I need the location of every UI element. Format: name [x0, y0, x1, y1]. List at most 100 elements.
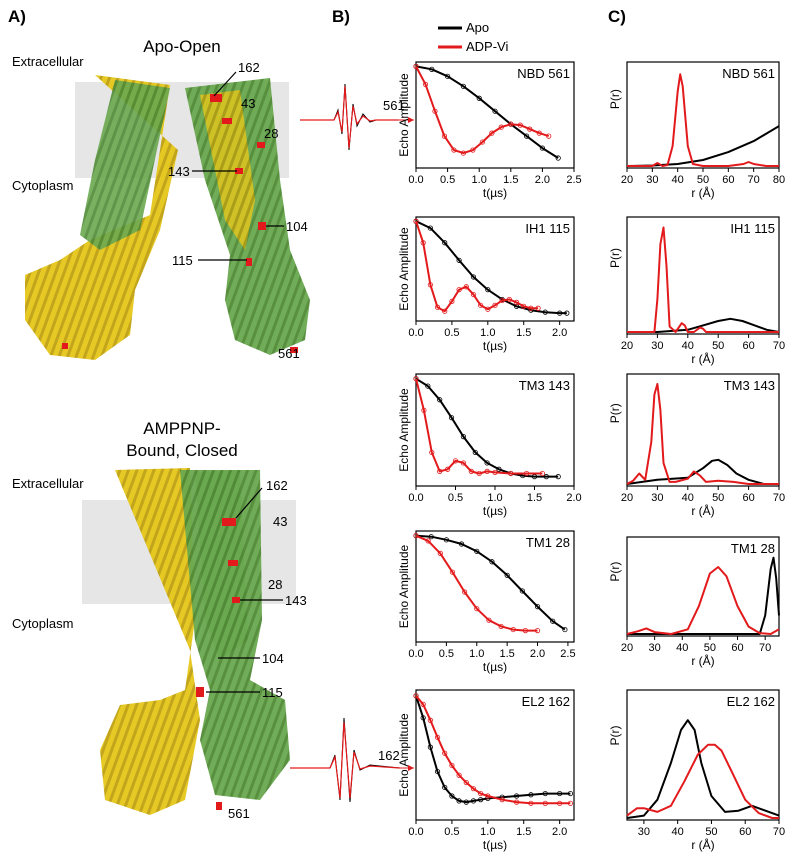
x-axis-label: r (Å)	[691, 351, 714, 366]
data-point	[476, 95, 482, 101]
data-point	[498, 623, 504, 630]
series-line-apo	[627, 317, 780, 333]
plot-frame	[415, 689, 575, 821]
x-tick-label: 1.0	[472, 174, 487, 186]
data-point	[555, 155, 561, 161]
x-tick-label: 0.5	[444, 327, 459, 339]
data-point	[413, 218, 419, 224]
panel-label-b: B)	[332, 7, 350, 26]
x-tick-label: 40	[672, 174, 684, 186]
cw-spectrum-162: 162	[290, 717, 414, 803]
plot-frame	[415, 61, 575, 169]
y-axis-label: Echo Amplitude	[397, 388, 411, 472]
data-point	[420, 701, 426, 707]
data-point	[513, 303, 520, 309]
apo-residue-43: 43	[241, 96, 255, 111]
series-line-apo	[626, 125, 780, 167]
data-point	[434, 734, 441, 740]
data-point	[437, 397, 443, 403]
panel-title: NBD 561	[517, 66, 570, 81]
data-point	[427, 225, 433, 231]
panel-title: TM1 28	[526, 535, 570, 550]
x-tick-label: 1.5	[500, 648, 515, 660]
data-point	[441, 133, 448, 139]
data-point	[508, 121, 514, 127]
x-tick-label: 60	[731, 642, 743, 654]
series-line-apo	[415, 65, 559, 159]
data-point	[564, 310, 570, 316]
x-tick-label: 1.5	[516, 826, 531, 838]
data-point	[427, 744, 433, 750]
plot-frame	[626, 689, 780, 821]
panel-title: IH1 115	[730, 221, 775, 236]
apo-cytoplasm-label: Cytoplasm	[12, 178, 73, 193]
x-tick-label: 60	[739, 826, 751, 838]
x-axis-label: r (Å)	[691, 503, 714, 518]
apo-residue-28: 28	[264, 126, 278, 141]
series-line-adpvi	[415, 220, 539, 313]
amppnp-extracellular-label: Extracellular	[12, 476, 84, 491]
x-tick-label: 50	[697, 174, 709, 186]
data-point	[463, 779, 469, 786]
data-point	[427, 717, 433, 723]
x-tick-label: 1.5	[516, 327, 531, 339]
apo-residue-143: 143	[168, 164, 190, 179]
plot-frame	[415, 530, 575, 643]
data-point	[451, 147, 457, 153]
series-line-apo	[415, 377, 559, 478]
x-tick-label: 30	[651, 340, 663, 352]
data-point	[543, 474, 549, 480]
data-point	[463, 799, 469, 805]
panel-title: TM3 143	[519, 378, 570, 393]
series-line-adpvi	[627, 73, 779, 167]
x-tick-label: 1.0	[480, 327, 495, 339]
chart-c-el2-162: 30 40 50 60 70 r (Å) P(r) EL2 162	[608, 689, 785, 852]
data-point	[434, 768, 441, 775]
legend: Apo ADP-Vi	[438, 20, 508, 54]
x-axis-label: r (Å)	[691, 185, 714, 200]
panel-label-a: A)	[8, 7, 26, 26]
chart-b-el2-162: 0.0 0.5 1.0 1.5 2.0 t(µs) Echo Amplitude EL2 16…	[397, 689, 575, 852]
data-point	[478, 302, 484, 308]
x-tick-label: 70	[773, 340, 785, 352]
data-point	[527, 126, 533, 132]
amppnp-cytoplasm-label: Cytoplasm	[12, 616, 73, 631]
data-point	[489, 130, 495, 136]
data-point	[546, 133, 552, 139]
x-tick-label: 1.5	[527, 492, 542, 504]
amppnp-title-line2: Bound, Closed	[126, 441, 238, 460]
data-point	[437, 550, 443, 556]
x-tick-label: 70	[773, 826, 785, 838]
x-axis-label: t(µs)	[483, 504, 507, 518]
data-point	[443, 537, 449, 543]
data-point	[428, 534, 434, 540]
data-point	[460, 150, 466, 156]
apo-title: Apo-Open	[143, 37, 221, 56]
amppnp-residue-162: 162	[266, 478, 288, 493]
x-tick-label: 0.5	[448, 492, 463, 504]
data-point	[485, 793, 491, 799]
data-point	[460, 434, 466, 440]
data-point	[519, 588, 525, 594]
series-line-adpvi	[626, 383, 779, 485]
panel-title: EL2 162	[522, 694, 570, 709]
chart-c-ih1-115: 20 30 40 50 60 70 r (Å) P(r) IH1 115	[608, 216, 785, 366]
amppnp-residue-43: 43	[273, 514, 287, 529]
plot-frame	[626, 216, 780, 335]
data-point	[448, 415, 455, 421]
data-point	[420, 240, 426, 246]
data-point	[557, 790, 563, 797]
amppnp-residue-561: 561	[228, 806, 250, 821]
data-point	[542, 790, 548, 797]
apo-extracellular-label: Extracellular	[12, 54, 84, 69]
panel-title: EL2 162	[727, 694, 775, 709]
amppnp-residue-143: 143	[285, 593, 307, 608]
amppnp-residue-28: 28	[268, 577, 282, 592]
apo-residue-561: 561	[278, 346, 300, 361]
data-point	[429, 66, 435, 72]
data-point	[513, 799, 520, 805]
data-point	[522, 628, 528, 634]
x-tick-label: 60	[722, 174, 734, 186]
x-tick-label: 2.5	[566, 174, 581, 186]
x-tick-label: 30	[646, 174, 658, 186]
